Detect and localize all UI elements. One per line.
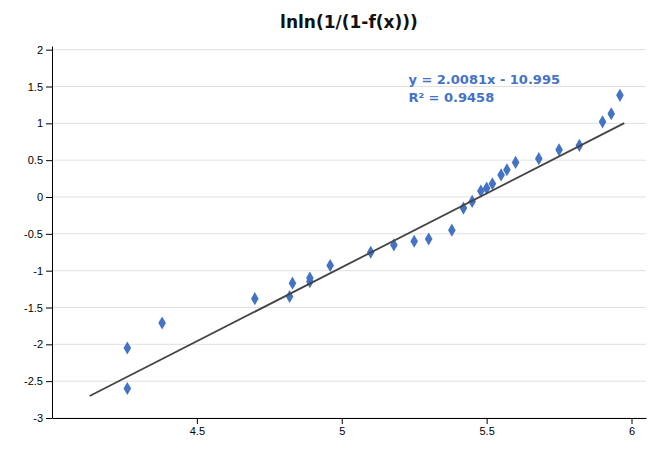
y-tick-label: -2.5	[24, 375, 43, 387]
grid-line	[52, 381, 646, 382]
y-tick: 1	[37, 117, 52, 129]
marks	[90, 89, 625, 396]
chart: 4.5 5 5.5 6 -3 -2.5 -2 -1.5 -1 -0.5 0 0.5 1 1.5 2 y = 2…	[0, 0, 670, 454]
y-tick-mark	[46, 271, 52, 272]
point	[535, 152, 543, 165]
y-tick-label: 2	[37, 44, 43, 56]
y-tick: -0.5	[24, 228, 52, 240]
grid-line	[52, 49, 646, 50]
y-tick: 0.5	[28, 154, 52, 166]
point	[124, 382, 132, 395]
y-axis-line	[52, 47, 53, 419]
grid-line	[52, 270, 646, 271]
y-tick-label: -2	[33, 338, 43, 350]
x-tick-mark	[487, 418, 488, 424]
x-tick-label: 6	[629, 425, 635, 437]
plot: 4.5 5 5.5 6 -3 -2.5 -2 -1.5 -1 -0.5 0 0.5 1 1.5 2 y = 2…	[24, 44, 646, 437]
y-tick-label: -0.5	[24, 228, 43, 240]
title: lnln(1/(1-f(x)))	[280, 12, 418, 32]
y-tick: 0	[37, 191, 52, 203]
y-tick-mark	[46, 234, 52, 235]
point	[503, 163, 511, 176]
point	[425, 232, 433, 245]
x-tick-label: 4.5	[190, 425, 205, 437]
grid-line	[52, 123, 646, 124]
x-tick: 4.5	[190, 418, 205, 437]
point	[448, 224, 456, 237]
y-tick-mark	[46, 418, 52, 419]
y-tick-mark	[46, 123, 52, 124]
y-tick-mark	[46, 344, 52, 345]
grid-line	[52, 233, 646, 234]
x-tick: 6	[629, 418, 635, 437]
x-tick-label: 5	[339, 425, 345, 437]
grid-line	[52, 344, 646, 345]
y-tick: -1	[33, 265, 52, 277]
x-tick-mark	[632, 418, 633, 424]
x-tick-mark	[197, 418, 198, 424]
y-tick: 1.5	[28, 81, 52, 93]
annotation-text: y = 2.0081x - 10.995	[408, 72, 560, 87]
y-tick-label: 0	[37, 191, 43, 203]
point	[289, 277, 297, 290]
grid-line	[52, 160, 646, 161]
trend-line	[90, 123, 625, 396]
y-tick-label: 1.5	[28, 81, 43, 93]
point	[158, 316, 166, 329]
y-tick-mark	[46, 308, 52, 309]
y-tick: 2	[37, 44, 52, 56]
y-tick-label: 1	[37, 117, 43, 129]
y-axis: -3 -2.5 -2 -1.5 -1 -0.5 0 0.5 1 1.5 2	[24, 44, 52, 424]
y-tick-label: -3	[33, 412, 43, 424]
annotation-text: R² = 0.9458	[408, 90, 494, 105]
point	[251, 292, 259, 305]
annotation: y = 2.0081x - 10.995 R² = 0.9458	[408, 72, 560, 105]
y-tick-label: -1	[33, 265, 43, 277]
y-tick-mark	[46, 87, 52, 88]
point	[124, 341, 132, 354]
x-tick-label: 5.5	[479, 425, 494, 437]
y-tick: -2	[33, 338, 52, 350]
y-tick: -2.5	[24, 375, 52, 387]
x-axis: 4.5 5 5.5 6	[53, 418, 647, 437]
x-axis-line	[53, 418, 647, 419]
y-tick-mark	[46, 50, 52, 51]
grid-line	[52, 418, 646, 419]
x-tick-mark	[342, 418, 343, 424]
point	[326, 259, 334, 272]
y-tick-mark	[46, 197, 52, 198]
y-tick-mark	[46, 381, 52, 382]
x-tick: 5	[339, 418, 345, 437]
grid	[52, 50, 646, 418]
point	[616, 89, 624, 102]
point	[599, 115, 607, 128]
grid-line	[52, 197, 646, 198]
point	[512, 156, 520, 169]
point	[607, 107, 615, 120]
y-tick-label: -1.5	[24, 302, 43, 314]
y-tick: -3	[33, 412, 52, 424]
point	[410, 235, 418, 248]
y-tick-label: 0.5	[28, 154, 43, 166]
y-tick-mark	[46, 160, 52, 161]
x-tick: 5.5	[479, 418, 494, 437]
grid-line	[52, 307, 646, 308]
y-tick: -1.5	[24, 302, 52, 314]
